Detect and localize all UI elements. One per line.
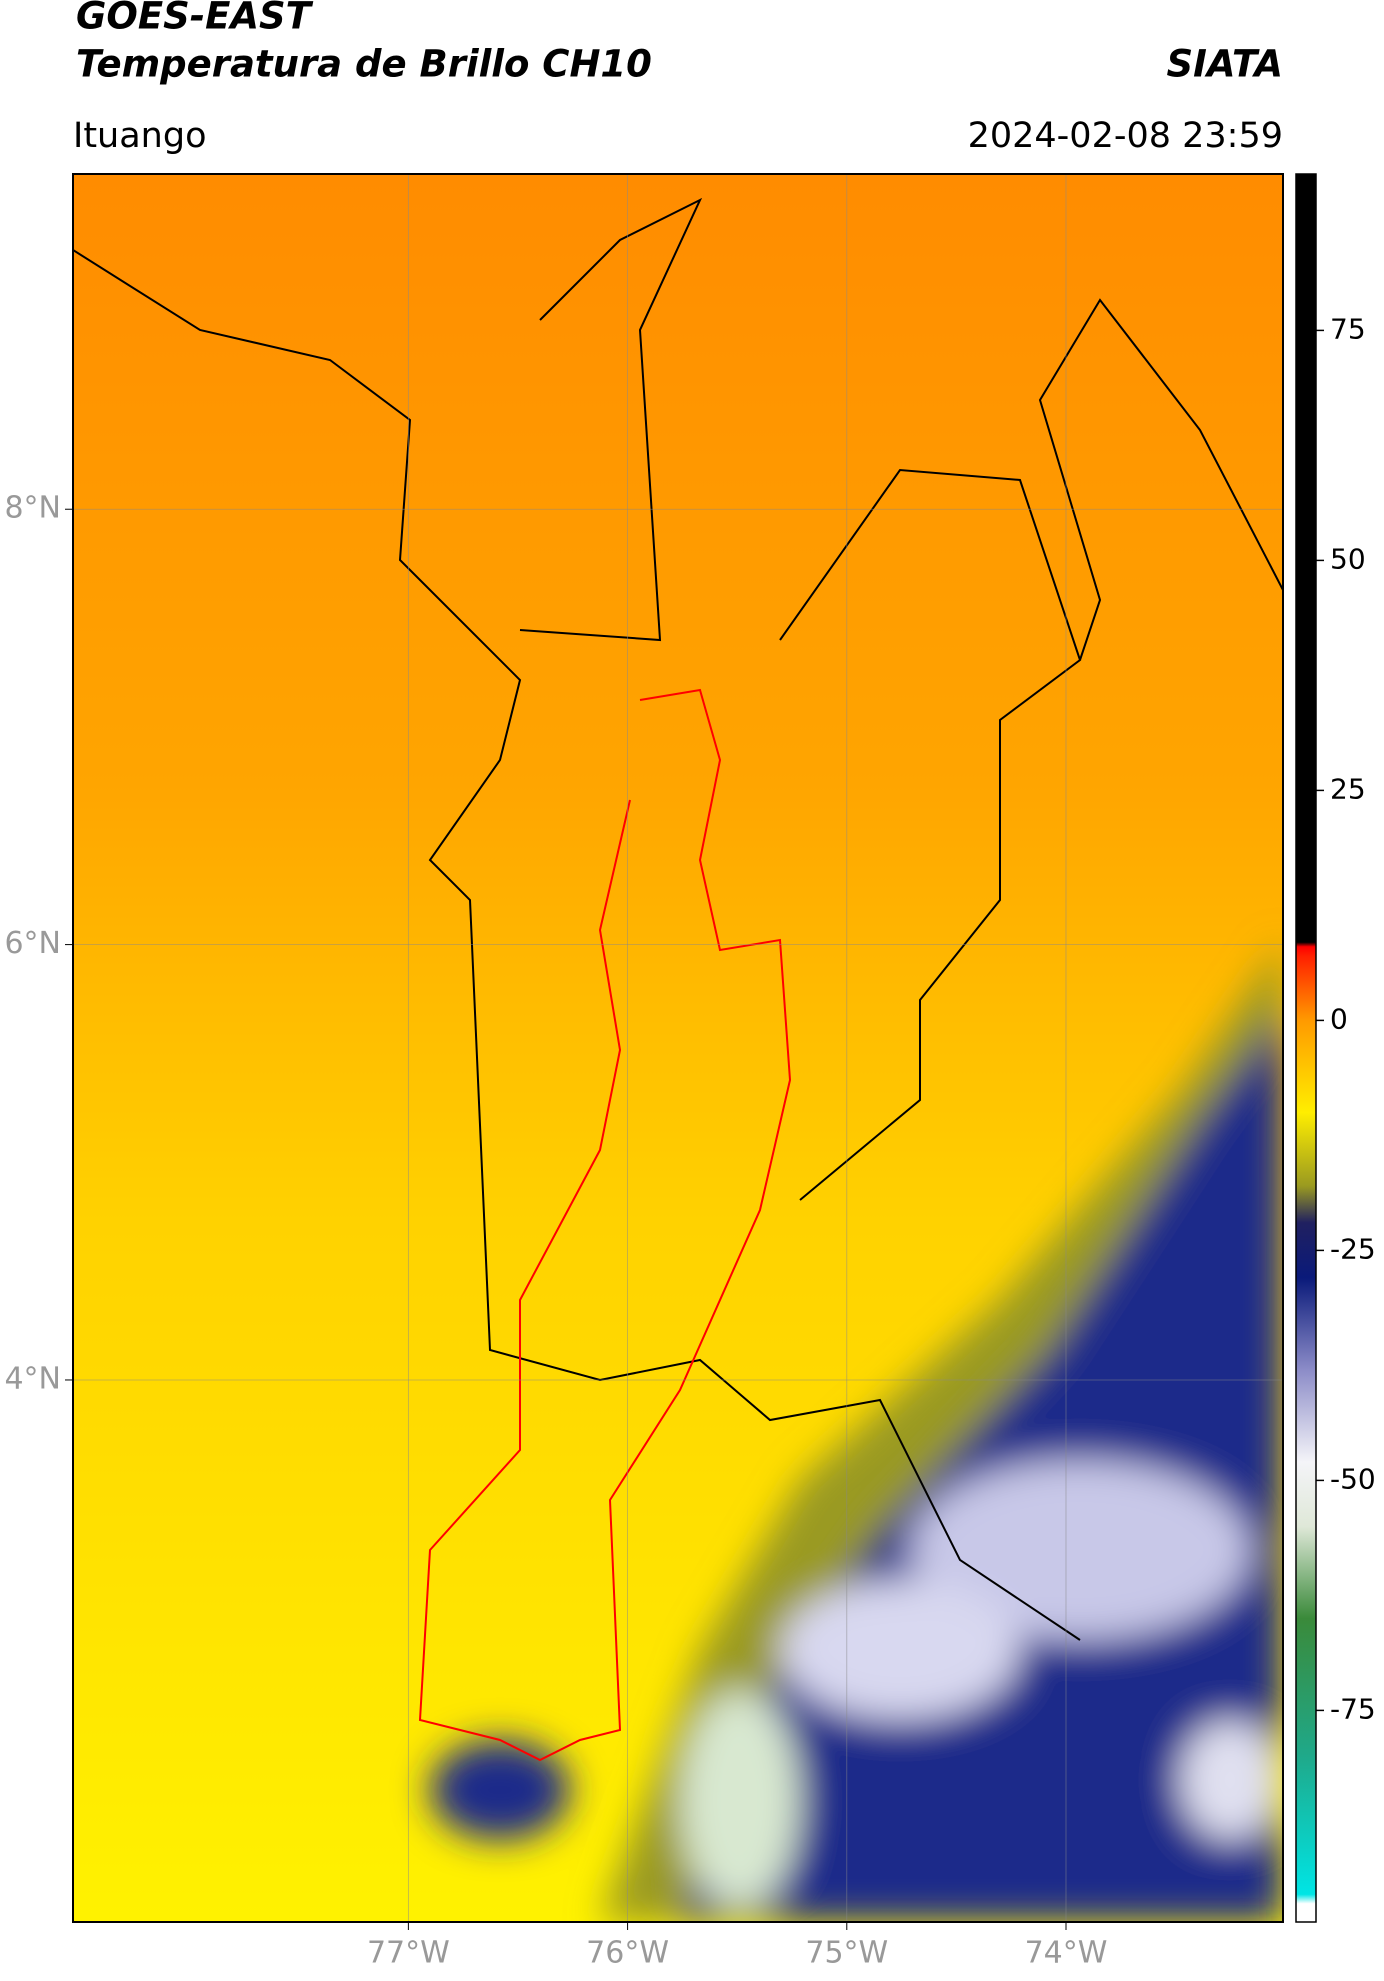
lon-label: 75°W bbox=[805, 1936, 888, 1971]
colorbar-label: 50 bbox=[1330, 542, 1366, 575]
colorbar-label: 0 bbox=[1330, 1002, 1348, 1035]
lon-label: 77°W bbox=[367, 1936, 450, 1971]
subtitle: Temperatura de Brillo CH10 bbox=[76, 43, 652, 86]
lat-label: 6°N bbox=[4, 926, 61, 961]
colorbar bbox=[1295, 173, 1317, 1923]
colorbar-label: -50 bbox=[1330, 1462, 1376, 1495]
datetime: 2024-02-08 23:59 bbox=[968, 116, 1283, 156]
map-frame bbox=[72, 173, 1284, 1923]
lat-label: 4°N bbox=[4, 1361, 61, 1396]
graticule bbox=[73, 174, 1283, 1922]
colorbar-label: -75 bbox=[1330, 1692, 1376, 1725]
lon-label: 76°W bbox=[586, 1936, 669, 1971]
colorbar-label: -25 bbox=[1330, 1232, 1376, 1265]
lon-label: 74°W bbox=[1025, 1936, 1108, 1971]
credit: SIATA bbox=[1166, 43, 1283, 86]
basin bbox=[418, 688, 792, 1762]
map bbox=[73, 174, 1283, 1922]
colorbar-label: 75 bbox=[1330, 312, 1366, 345]
lat-label: 8°N bbox=[4, 491, 61, 526]
borders bbox=[73, 197, 1283, 1641]
title: GOES-EAST bbox=[76, 0, 314, 38]
colorbar-label: 25 bbox=[1330, 772, 1366, 805]
location: Ituango bbox=[73, 116, 207, 156]
clouds bbox=[430, 940, 1283, 1922]
